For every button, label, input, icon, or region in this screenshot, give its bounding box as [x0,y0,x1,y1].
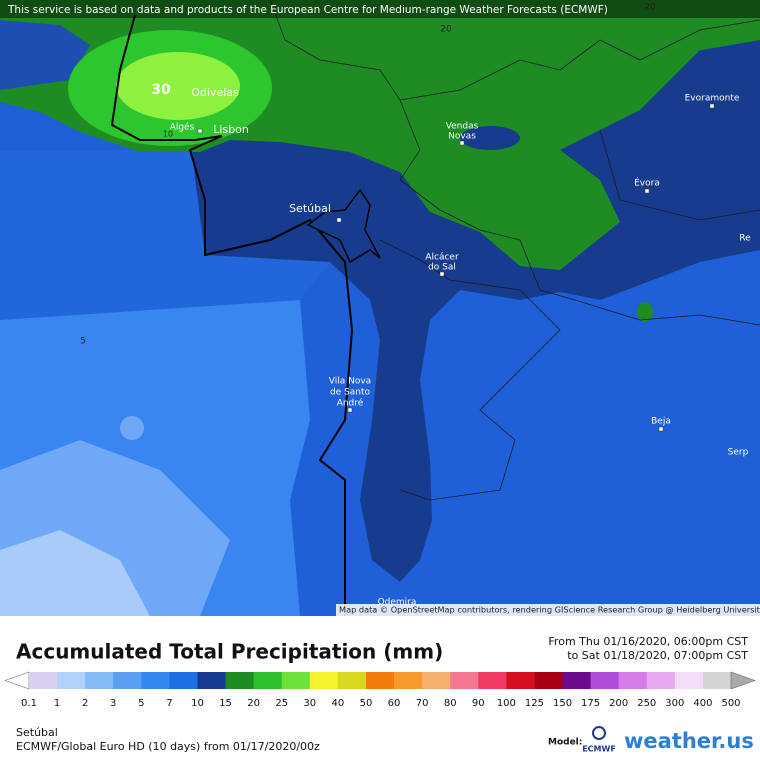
color-box [618,672,648,689]
legend-title: Accumulated Total Precipitation (mm) [16,640,443,664]
color-box [674,672,704,689]
color-box [478,672,507,689]
scale-label: 200 [609,698,628,709]
place-label: Vila Nova [329,377,371,387]
scale-label: 20 [247,698,260,709]
scale-label: 7 [166,698,172,709]
notice: This service is based on data and produc… [7,4,608,16]
place-label: Novas [448,132,476,142]
contour-label: 10 [163,130,173,139]
brand: weather.us [624,729,754,753]
place-label: Setúbal [289,202,331,215]
place-label: Odivelas [191,86,239,99]
color-box [646,672,676,689]
contour-label: 20 [440,25,452,35]
model-logo: ECMWF [582,745,616,754]
legend: Accumulated Total Precipitation (mm) Fro… [4,635,756,709]
place-label: Algés [170,122,195,133]
place-label: Odemira [378,598,417,608]
color-box [534,672,564,689]
scale-label: 15 [219,698,232,709]
color-box [394,672,423,689]
place-label: Alcácer [425,253,459,263]
place-label: Évora [634,177,660,189]
color-box [562,672,592,689]
scale-label: 30 [303,698,316,709]
attribution: Map data © OpenStreetMap contributors, r… [339,605,760,615]
place-label: Evoramonte [685,94,740,104]
scale-label: 100 [497,698,516,709]
place-label: Lisbon [213,123,249,136]
color-box [85,672,114,689]
color-box [197,672,227,689]
location: Setúbal [16,726,58,739]
scale-label: 300 [665,698,684,709]
scale-label: 175 [581,698,600,709]
contour-label: 20 [644,3,656,13]
scale-label: 125 [525,698,544,709]
place-label: Vendas [446,122,479,132]
place-label: André [337,398,364,409]
place-label: Re [739,234,751,244]
color-box [281,672,311,689]
color-box [309,672,339,689]
scale-label: 25 [275,698,288,709]
footer: Setúbal ECMWF/Global Euro HD (10 days) f… [16,726,754,754]
color-box [141,672,170,689]
place-label: do Sal [428,263,456,273]
scale-label: 10 [191,698,204,709]
scale-label: 0.1 [21,698,37,709]
color-box [337,672,367,689]
place-label: Beja [651,417,671,427]
scale-label: 60 [388,698,401,709]
color-box [702,672,732,689]
model: ECMWF/Global Euro HD (10 days) from 01/1… [16,740,320,753]
scale-label: 40 [332,698,345,709]
color-box [225,672,255,689]
scale-label: 250 [637,698,656,709]
scale-label: 2 [82,698,88,709]
scale-label: 70 [416,698,429,709]
period: From Thu 01/16/2020, 06:00pm CST [548,635,748,648]
place-label: de Santo [330,388,371,398]
place-label: Serp [728,448,749,458]
model-label: Model: [548,738,582,748]
map: This service is based on data and produc… [0,0,760,616]
color-box [57,672,86,689]
period: to Sat 01/18/2020, 07:00pm CST [567,649,748,662]
color-box [730,671,756,690]
color-box [506,672,535,689]
color-box [590,672,620,689]
color-box [422,672,451,689]
scale-label: 5 [138,698,144,709]
color-box [450,672,479,689]
color-box [169,672,198,689]
scale-label: 50 [360,698,373,709]
contour-label: 5 [80,337,86,347]
scale-label: 400 [693,698,712,709]
scale-label: 500 [721,698,740,709]
contour-label: 30 [151,82,171,98]
color-box [113,672,142,689]
scale-label: 90 [472,698,485,709]
color-box [253,672,283,689]
scale-label: 1 [54,698,60,709]
scale-label: 150 [553,698,572,709]
scale-label: 80 [444,698,457,709]
scale-label: 3 [110,698,116,709]
color-box [29,672,58,689]
color-box [365,672,395,689]
